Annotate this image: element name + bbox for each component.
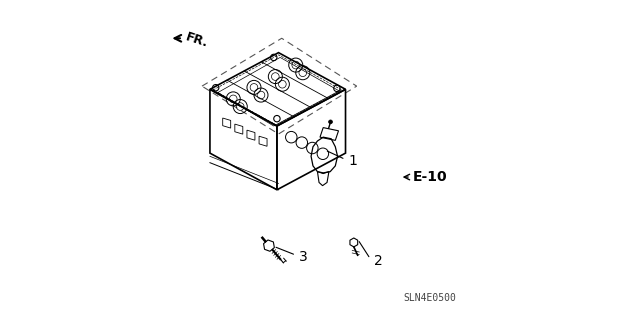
Text: 1: 1 [349, 154, 358, 168]
Text: SLN4E0500: SLN4E0500 [404, 293, 456, 303]
Circle shape [328, 120, 332, 124]
Text: 3: 3 [300, 250, 308, 264]
Text: FR.: FR. [184, 30, 211, 50]
Text: E-10: E-10 [413, 170, 448, 184]
Text: 2: 2 [374, 254, 382, 268]
